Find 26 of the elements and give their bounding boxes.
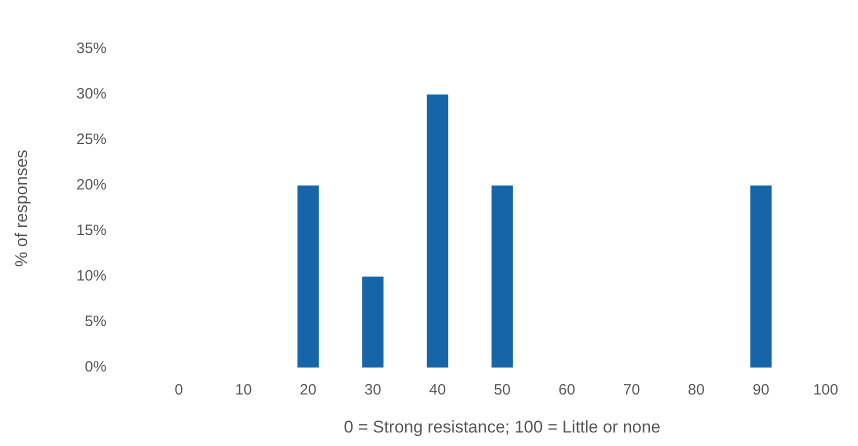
x-tick-label: 60: [558, 382, 576, 399]
y-tick-label: 10%: [76, 268, 106, 285]
y-tick-label: 20%: [76, 176, 106, 194]
x-tick-label: 30: [364, 382, 382, 399]
y-tick-label: 15%: [76, 222, 106, 240]
x-axis-title: 0 = Strong resistance; 100 = Little or none: [344, 417, 661, 436]
x-tick-label: 90: [752, 382, 770, 399]
bar: [297, 186, 319, 368]
y-tick-label: 25%: [76, 131, 106, 148]
x-tick-label: 20: [300, 382, 316, 399]
x-tick-label: 10: [235, 382, 252, 399]
x-tick-label: 80: [688, 382, 705, 399]
y-tick-label: 30%: [76, 86, 106, 103]
y-tick-label: 35%: [76, 40, 106, 58]
x-tick-label: 0: [174, 382, 183, 399]
bar: [492, 186, 513, 368]
bar: [426, 94, 448, 368]
x-tick-label: 50: [494, 382, 511, 399]
x-tick-label: 70: [623, 382, 640, 399]
y-tick-label: 0%: [84, 358, 106, 376]
y-tick-label: 5%: [84, 313, 106, 330]
x-tick-label: 100: [813, 382, 838, 399]
bar: [750, 186, 772, 368]
bar: [362, 276, 384, 368]
y-axis-title: % of responses: [12, 150, 31, 267]
x-tick-label: 40: [429, 382, 446, 399]
